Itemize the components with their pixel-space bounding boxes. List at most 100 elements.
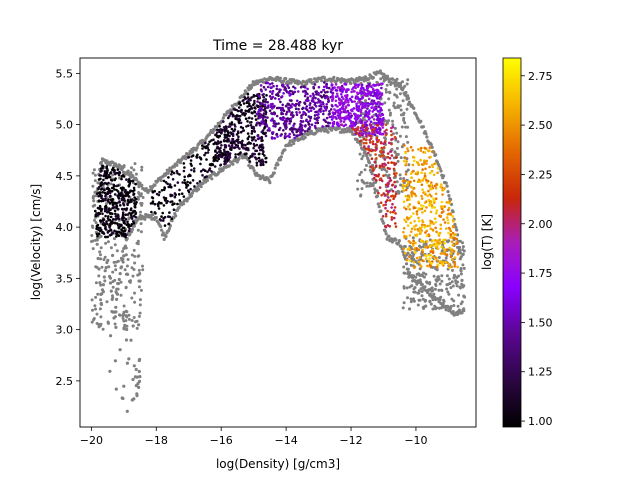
outline-point (387, 108, 391, 112)
scatter-point (384, 133, 388, 137)
scatter-point (389, 150, 392, 153)
outline-point (121, 313, 125, 317)
scatter-point (371, 149, 375, 152)
scatter-point (386, 166, 390, 170)
scatter-point (284, 104, 288, 108)
outline-point (132, 364, 136, 368)
scatter-point (113, 172, 117, 176)
scatter-point (345, 115, 348, 118)
scatter-point (258, 136, 262, 140)
scatter-point (418, 226, 422, 230)
colorbar-label: log(T) [K] (480, 214, 494, 270)
scatter-point (293, 86, 297, 90)
scatter-point (237, 120, 241, 123)
outline-point (121, 249, 125, 253)
scatter-point (353, 112, 356, 116)
outline-point (400, 87, 403, 91)
outline-point (139, 194, 143, 197)
outline-point (125, 238, 128, 242)
scatter-point (230, 111, 233, 115)
scatter-point (415, 212, 419, 216)
scatter-point (439, 185, 443, 189)
scatter-point (224, 155, 228, 159)
scatter-point (260, 143, 264, 147)
scatter-point (272, 84, 275, 88)
scatter-point (117, 173, 121, 177)
scatter-point (243, 152, 247, 156)
scatter-point (404, 188, 408, 192)
scatter-point (392, 216, 396, 220)
scatter-point (279, 100, 282, 104)
outline-point (404, 262, 409, 266)
scatter-point (149, 202, 153, 205)
scatter-point (190, 168, 193, 172)
outline-point (109, 246, 113, 250)
scatter-point (127, 229, 131, 233)
scatter-point (428, 193, 432, 196)
outline-point (460, 278, 464, 282)
scatter-point (205, 158, 208, 161)
scatter-point (416, 233, 419, 236)
scatter-point (434, 221, 438, 224)
scatter-point (116, 217, 120, 220)
outline-point (91, 308, 94, 312)
outline-point (131, 324, 135, 328)
scatter-point (356, 114, 360, 117)
scatter-point (226, 133, 230, 137)
outline-point (136, 273, 140, 277)
outline-point (402, 265, 406, 269)
scatter-point (160, 201, 163, 205)
scatter-point (277, 97, 281, 101)
outline-point (137, 268, 141, 272)
outline-point (101, 327, 105, 331)
scatter-point (282, 109, 286, 112)
scatter-point (379, 201, 383, 204)
outline-point (445, 287, 449, 291)
scatter-point (385, 189, 389, 193)
outline-point (450, 297, 454, 301)
outline-point (409, 297, 413, 301)
outline-point (119, 293, 123, 297)
scatter-point (354, 121, 358, 124)
scatter-point (233, 123, 236, 126)
scatter-point (121, 230, 125, 233)
scatter-point (102, 188, 106, 191)
scatter-point (313, 114, 317, 117)
scatter-point (380, 146, 384, 150)
scatter-point (347, 113, 350, 117)
outline-point (373, 191, 377, 195)
scatter-point (335, 92, 339, 96)
scatter-point (404, 194, 408, 198)
scatter-point (375, 124, 379, 127)
scatter-point (377, 118, 380, 122)
scatter-point (268, 82, 272, 86)
outline-point (404, 135, 408, 139)
scatter-point (96, 234, 99, 238)
scatter-point (395, 172, 398, 175)
outline-point (97, 325, 101, 329)
scatter-point (259, 148, 262, 152)
scatter-point (359, 108, 363, 112)
scatter-point (431, 255, 435, 259)
outline-point (391, 123, 395, 127)
scatter-point (390, 138, 393, 141)
scatter-point (306, 96, 310, 99)
scatter-point (314, 121, 318, 125)
scatter-point (121, 216, 124, 219)
scatter-point (235, 133, 239, 136)
scatter-point (199, 162, 202, 166)
outline-point (133, 291, 136, 295)
scatter-point (383, 162, 387, 166)
scatter-point (441, 261, 445, 264)
scatter-point (375, 114, 379, 118)
scatter-point (388, 225, 392, 228)
outline-point (125, 264, 129, 268)
scatter-point (415, 210, 419, 213)
outline-point (151, 213, 155, 217)
scatter-point (359, 134, 362, 137)
scatter-point (180, 192, 184, 195)
outline-point (406, 94, 410, 98)
scatter-point (307, 127, 310, 131)
scatter-point (433, 217, 437, 220)
scatter-point (315, 92, 318, 96)
